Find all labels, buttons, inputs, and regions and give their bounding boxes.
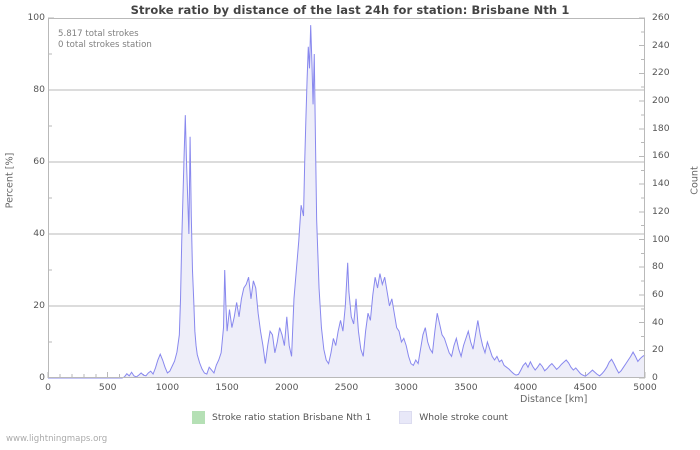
y-tick-label: 0 bbox=[39, 372, 45, 383]
y2-tick-label: 80 bbox=[652, 261, 664, 273]
legend-swatch-whole-stroke-count bbox=[399, 411, 413, 424]
legend-item-stroke-ratio-station: Stroke ratio station Brisbane Nth 1 bbox=[192, 411, 371, 424]
y2-tick-label: 260 bbox=[652, 12, 670, 23]
y2-tick-label: 240 bbox=[652, 39, 670, 51]
y2-tick-label: 0 bbox=[652, 372, 658, 383]
series-area-whole-stroke-count bbox=[48, 25, 645, 378]
y2-tick-label: 220 bbox=[652, 67, 670, 79]
x-axis-title: Distance [km] bbox=[520, 394, 588, 405]
x-tick-label: 3500 bbox=[454, 382, 478, 393]
y-tick-label: 100 bbox=[27, 12, 45, 23]
x-tick-label: 2500 bbox=[334, 382, 359, 393]
y2-tick-label: 140 bbox=[652, 178, 670, 190]
x-tick-label: 5000 bbox=[633, 382, 657, 393]
legend-item-whole-stroke-count: Whole stroke count bbox=[399, 411, 508, 424]
annotation-total-strokes-station: 0 total strokes station bbox=[58, 40, 152, 50]
x-tick-label: 2000 bbox=[275, 382, 299, 393]
y-tick-label: 80 bbox=[33, 84, 45, 95]
y-tick-label: 40 bbox=[33, 228, 45, 239]
y2-tick-label: 180 bbox=[652, 122, 670, 134]
x-tick-label: 500 bbox=[98, 382, 117, 393]
y-axis-title: Percent [%] bbox=[4, 152, 16, 209]
y2-tick-label: 40 bbox=[652, 316, 664, 328]
y-tick-label: 20 bbox=[33, 300, 45, 311]
x-tick-label: 4500 bbox=[573, 382, 597, 393]
series-line-whole-stroke-count bbox=[48, 25, 646, 379]
x-tick-label: 3000 bbox=[394, 382, 418, 393]
page-title: Stroke ratio by distance of the last 24h… bbox=[130, 3, 570, 17]
legend-label-stroke-ratio-station: Stroke ratio station Brisbane Nth 1 bbox=[212, 412, 372, 423]
x-tick-label: 4000 bbox=[513, 382, 538, 393]
y2-tick-label: 160 bbox=[652, 150, 670, 162]
y2-tick-label: 200 bbox=[652, 95, 670, 107]
y2-tick-label: 100 bbox=[652, 233, 670, 245]
chart-legend: Stroke ratio station Brisbane Nth 1 Whol… bbox=[0, 411, 700, 424]
x-tick-label: 1000 bbox=[155, 382, 180, 393]
x-tick-label: 0 bbox=[45, 382, 51, 393]
annotation-total-strokes: 5.817 total strokes bbox=[58, 29, 139, 39]
y2-tick-label: 120 bbox=[652, 205, 670, 217]
y2-tick-label: 20 bbox=[652, 344, 664, 356]
legend-swatch-stroke-ratio-station bbox=[192, 411, 206, 424]
y2-tick-label: 60 bbox=[652, 288, 664, 300]
x-tick-label: 1500 bbox=[215, 382, 239, 393]
y-tick-label: 60 bbox=[33, 156, 45, 167]
legend-label-whole-stroke-count: Whole stroke count bbox=[419, 412, 508, 423]
y2-axis-title: Count bbox=[689, 166, 700, 195]
footer-watermark: www.lightningmaps.org bbox=[6, 434, 108, 444]
